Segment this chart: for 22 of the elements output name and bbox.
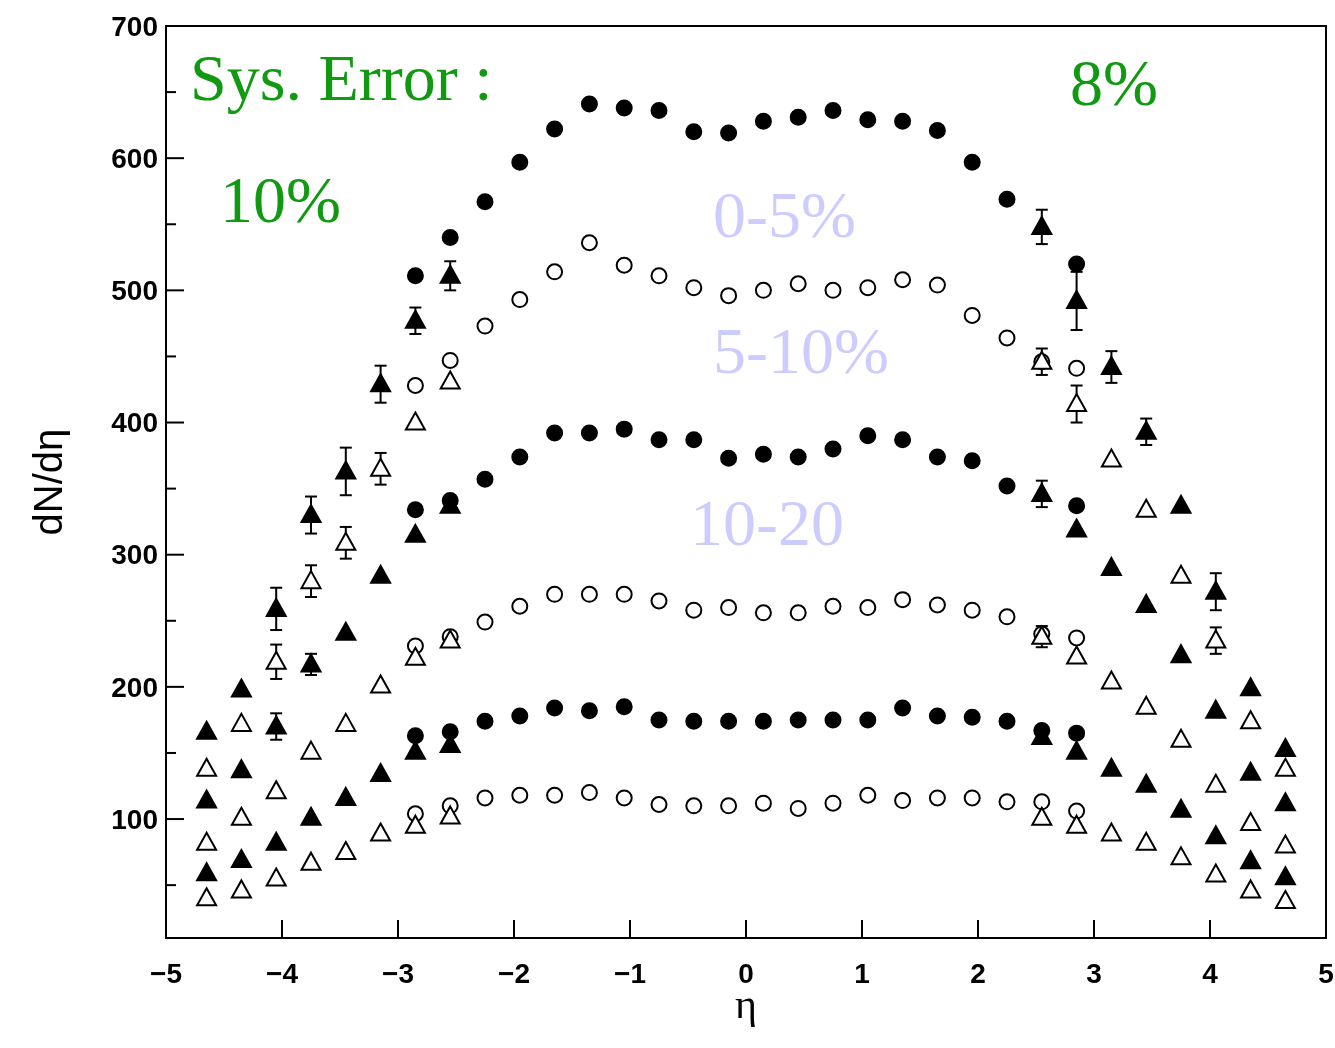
x-tick-label: −1 — [614, 958, 646, 989]
y-axis-title: dN/dη — [26, 428, 70, 536]
y-tick-label: 100 — [111, 803, 158, 835]
y-tick-label: 300 — [111, 539, 158, 571]
y-tick-label: 500 — [111, 275, 158, 307]
y-tick-label: 700 — [111, 10, 158, 42]
y-tick-label: 400 — [111, 407, 158, 439]
y-tick-label: 200 — [111, 671, 158, 703]
annotation: 8% — [1070, 46, 1158, 119]
x-tick-label: 0 — [738, 958, 754, 989]
x-tick-label: −4 — [266, 958, 299, 989]
x-tick-label: −5 — [150, 958, 182, 989]
annotation: 10% — [220, 163, 341, 236]
x-tick-label: 5 — [1318, 958, 1334, 989]
x-tick-label: 2 — [970, 958, 986, 989]
y-tick-label: 600 — [111, 142, 158, 174]
x-tick-label: −2 — [498, 958, 530, 989]
x-tick-label: 3 — [1086, 958, 1102, 989]
x-tick-label: 1 — [854, 958, 870, 989]
x-tick-label: −3 — [382, 958, 414, 989]
x-tick-label: 4 — [1202, 958, 1219, 989]
annotation: Sys. Error : — [190, 41, 493, 114]
